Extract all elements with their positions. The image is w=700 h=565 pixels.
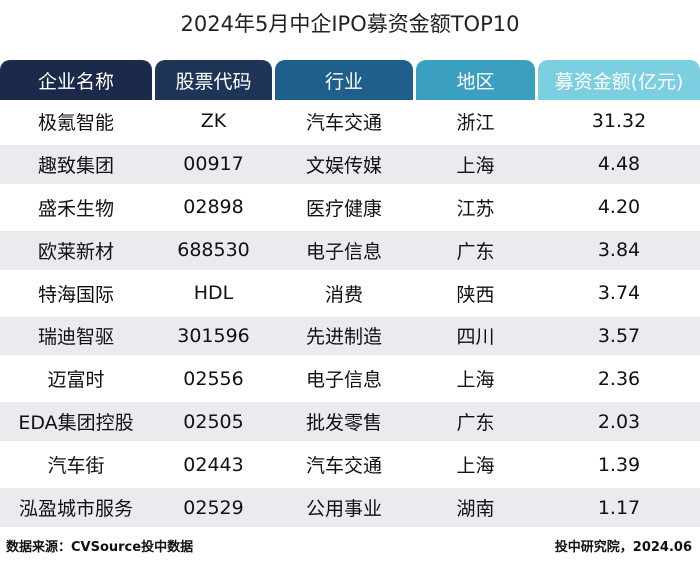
column-header: 地区 [416, 60, 535, 100]
title: 2024年5月中企IPO募资金额TOP10 [180, 12, 520, 36]
row-background [0, 316, 700, 356]
table-cell: 2.36 [597, 367, 641, 390]
table-cell: 四川 [456, 326, 495, 349]
table-cell: 4.48 [597, 153, 641, 176]
table-cell: 3.57 [597, 324, 641, 347]
column-header: 行业 [275, 60, 413, 100]
row-background [0, 230, 700, 270]
table-cell: 301596 [177, 324, 250, 347]
table-cell: 02443 [183, 453, 244, 476]
table-cell: 688530 [177, 239, 250, 262]
row-background [0, 488, 700, 527]
table-cell: 2.03 [597, 410, 641, 433]
table-cell: 02529 [183, 496, 244, 519]
table-cell: 上海 [456, 455, 495, 478]
table-cell: 极氪智能 [37, 111, 114, 134]
source-note: 数据来源：CVSource投中数据 [6, 540, 194, 555]
table-cell: 上海 [456, 369, 495, 392]
row-background [0, 402, 700, 442]
table-cell: 趣致集团 [37, 154, 114, 177]
table-cell: 02898 [183, 196, 244, 219]
table-cell: 02556 [183, 367, 244, 390]
table-cell: 汽车街 [47, 455, 105, 478]
credit-note: 投中研究院，2024.06 [554, 540, 692, 555]
column-header: 企业名称 [0, 60, 152, 100]
table-cell: ZK [200, 110, 227, 133]
table-cell: 泓盈城市服务 [18, 498, 133, 521]
table-cell: 汽车交通 [305, 111, 382, 134]
table-cell: 广东 [456, 412, 495, 435]
table-cell: 先进制造 [305, 326, 382, 349]
table-cell: HDL [193, 282, 234, 305]
table-cell: 文娱传媒 [305, 154, 382, 177]
table-cell: 欧莱新材 [37, 240, 114, 263]
table-cell: 盛禾生物 [37, 197, 114, 220]
table-cell: 3.74 [597, 282, 641, 305]
table-cell: 陕西 [456, 283, 495, 306]
table-cell: 汽车交通 [305, 455, 382, 478]
table-cell: 4.20 [597, 196, 641, 219]
table-cell: 1.39 [597, 453, 641, 476]
table-cell: 医疗健康 [305, 197, 382, 220]
table-cell: 广东 [456, 240, 495, 263]
row-background [0, 144, 700, 184]
table-cell: 瑞迪智驱 [37, 326, 114, 349]
table-cell: EDA集团控股 [18, 412, 134, 435]
table-cell: 上海 [456, 154, 495, 177]
table-cell: 浙江 [456, 111, 495, 134]
table-cell: 特海国际 [37, 283, 114, 306]
table-cell: 消费 [324, 283, 363, 306]
table-cell: 1.17 [597, 496, 641, 519]
table-cell: 批发零售 [305, 412, 382, 435]
table-cell: 公用事业 [305, 498, 382, 521]
column-header: 股票代码 [155, 60, 272, 100]
table-cell: 31.32 [591, 110, 647, 133]
table-cell: 00917 [183, 153, 244, 176]
column-header: 募资金额(亿元) [538, 60, 700, 100]
table-cell: 湖南 [456, 498, 495, 521]
table-cell: 电子信息 [305, 369, 382, 392]
table-cell: 3.84 [597, 239, 641, 262]
table-cell: 江苏 [456, 197, 495, 220]
table-cell: 02505 [183, 410, 244, 433]
table-cell: 迈富时 [47, 369, 105, 392]
table-cell: 电子信息 [305, 240, 382, 263]
